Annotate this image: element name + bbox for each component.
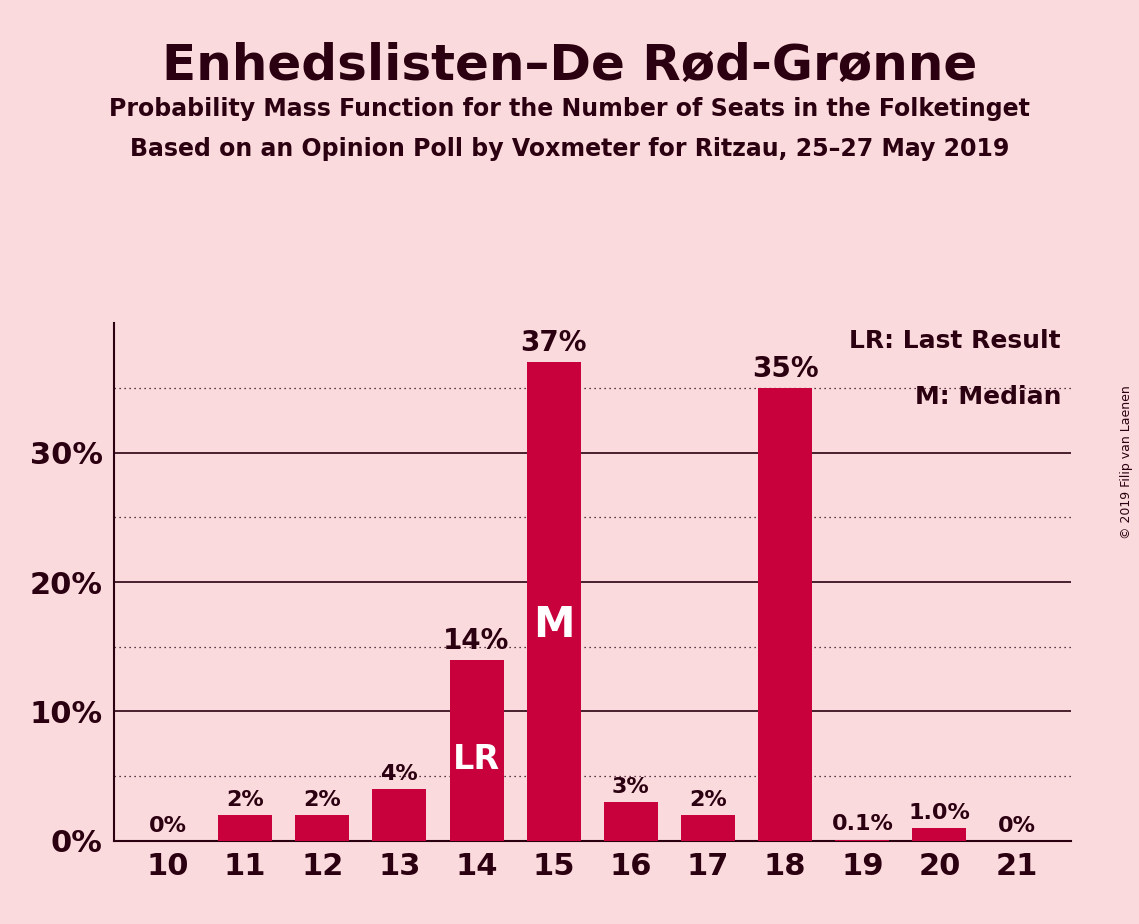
Text: 0%: 0% (998, 816, 1035, 835)
Text: 4%: 4% (380, 764, 418, 784)
Text: 0.1%: 0.1% (831, 814, 893, 834)
Text: M: M (533, 604, 574, 647)
Text: © 2019 Filip van Laenen: © 2019 Filip van Laenen (1121, 385, 1133, 539)
Bar (295, 815, 350, 841)
Text: 3%: 3% (612, 777, 649, 796)
Bar (604, 802, 658, 841)
Text: 37%: 37% (521, 329, 587, 357)
Bar (218, 815, 272, 841)
Text: 2%: 2% (303, 790, 341, 809)
Text: 1.0%: 1.0% (909, 803, 970, 822)
Text: Enhedslisten–De Rød-Grønne: Enhedslisten–De Rød-Grønne (162, 42, 977, 90)
Bar (372, 789, 426, 841)
Bar (912, 828, 967, 841)
Text: Based on an Opinion Poll by Voxmeter for Ritzau, 25–27 May 2019: Based on an Opinion Poll by Voxmeter for… (130, 137, 1009, 161)
Bar (681, 815, 735, 841)
Text: LR: Last Result: LR: Last Result (850, 329, 1062, 353)
Bar (526, 362, 581, 841)
Text: M: Median: M: Median (915, 385, 1062, 409)
Text: 0%: 0% (149, 816, 187, 835)
Text: 2%: 2% (689, 790, 727, 809)
Bar (835, 840, 890, 841)
Text: 14%: 14% (443, 626, 510, 654)
Bar (450, 660, 503, 841)
Bar (759, 388, 812, 841)
Text: LR: LR (453, 743, 500, 776)
Text: 35%: 35% (752, 355, 819, 383)
Text: Probability Mass Function for the Number of Seats in the Folketinget: Probability Mass Function for the Number… (109, 97, 1030, 121)
Text: 2%: 2% (227, 790, 264, 809)
